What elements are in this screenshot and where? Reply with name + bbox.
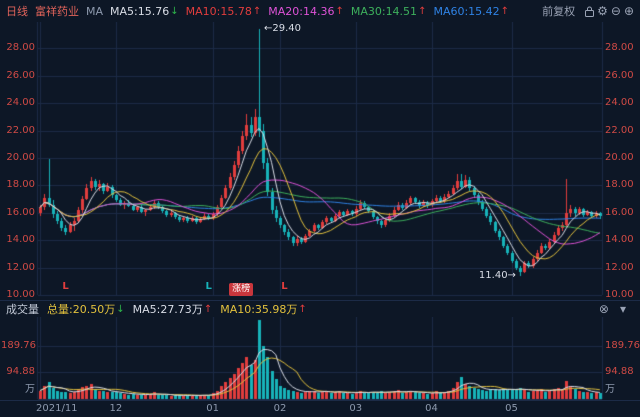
close-icon[interactable]: ⊗ xyxy=(598,302,609,316)
candlestick-canvas[interactable] xyxy=(0,22,640,300)
candlestick-chart-panel[interactable] xyxy=(0,22,640,300)
volume-total-indicator: 总量:20.50万 ↓ xyxy=(47,301,125,317)
lock-icon[interactable] xyxy=(585,6,595,17)
ma20-value: MA20:14.36 xyxy=(268,4,335,18)
ma10-trend-up-icon: ↑ xyxy=(252,5,262,17)
volume-canvas[interactable] xyxy=(0,317,640,400)
volume-total-value: 总量:20.50万 xyxy=(47,303,116,316)
ma-indicator-label: MA xyxy=(86,4,104,18)
ma10-value: MA10:15.78 xyxy=(185,4,252,18)
collapse-icon[interactable]: ▾ xyxy=(619,302,626,316)
ma5-trend-down-icon: ↓ xyxy=(170,5,179,17)
stock-name[interactable]: 富祥药业 xyxy=(35,5,79,18)
period-label[interactable]: 日线 xyxy=(6,5,28,18)
ma10-indicator: MA10:15.78 ↑ xyxy=(186,5,262,18)
volume-ma10-value: MA10:35.98万 xyxy=(220,303,298,316)
chart-header: 日线 富祥药业 MA MA5:15.76 ↓ MA10:15.78 ↑ MA20:1… xyxy=(0,0,640,22)
ma60-value: MA60:15.42 xyxy=(433,4,500,18)
volume-ma5-value: MA5:27.73万 xyxy=(132,303,203,316)
volume-total-trend-down-icon: ↓ xyxy=(116,303,125,315)
ma5-value: MA5:15.76 xyxy=(110,4,170,18)
volume-ma10-trend-up-icon: ↑ xyxy=(298,303,307,315)
ma30-indicator: MA30:14.51 ↑ xyxy=(351,5,427,18)
ma60-trend-up-icon: ↑ xyxy=(500,5,510,17)
volume-ma10-indicator: MA10:35.98万 ↑ xyxy=(220,301,307,317)
volume-chart-panel[interactable] xyxy=(0,317,640,400)
ma5-indicator: MA5:15.76 ↓ xyxy=(110,5,179,18)
zoom-out-icon[interactable]: ⊖ xyxy=(610,4,621,18)
zoom-in-icon[interactable]: ⊕ xyxy=(623,4,634,18)
ma20-trend-up-icon: ↑ xyxy=(335,5,344,17)
volume-ma5-trend-up-icon: ↑ xyxy=(203,303,213,315)
x-axis xyxy=(0,400,640,417)
ma30-value: MA30:14.51 xyxy=(350,4,418,18)
adjust-mode-button[interactable]: 前复权 xyxy=(542,5,576,18)
ma60-indicator: MA60:15.42 ↑ xyxy=(433,5,509,18)
volume-title: 成交量 xyxy=(6,303,39,316)
ma30-trend-up-icon: ↑ xyxy=(418,5,427,17)
settings-gear-icon[interactable]: ⚙ xyxy=(597,4,608,18)
volume-ma5-indicator: MA5:27.73万 ↑ xyxy=(133,301,213,317)
volume-panel-header: 成交量 总量:20.50万 ↓ MA5:27.73万 ↑ MA10:35.98万 ↑ … xyxy=(0,300,640,317)
ma20-indicator: MA20:14.36 ↑ xyxy=(268,5,344,18)
